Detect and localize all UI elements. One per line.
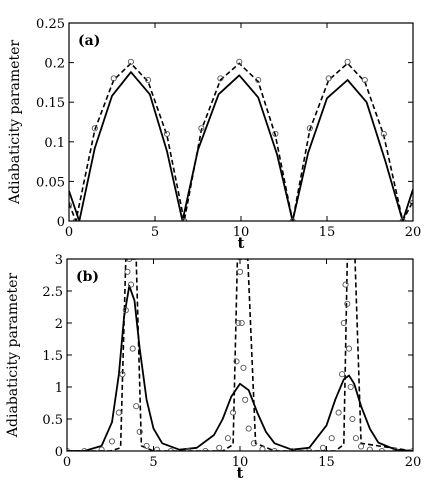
series-point (272, 130, 279, 137)
y-tick-label: 0.05 (36, 175, 65, 190)
y-axis-label: Adiabaticity parameter (5, 273, 21, 438)
series-point (145, 76, 152, 84)
x-axis-label: t (237, 464, 244, 482)
x-tick-label: 15 (318, 455, 335, 470)
series-line-dashed (67, 259, 413, 451)
series-point (126, 259, 133, 263)
y-tick-label: 0.5 (42, 413, 63, 428)
series-point (108, 438, 116, 445)
x-tick-label: 0 (65, 225, 73, 240)
y-tick-label: 2 (55, 317, 63, 332)
y-tick-label: 0.25 (36, 17, 65, 32)
series-point (306, 125, 313, 132)
series-point (124, 268, 131, 275)
series-point (216, 444, 223, 451)
series-point (98, 446, 105, 451)
plot-frame (68, 22, 414, 222)
series-point (347, 383, 354, 391)
x-tick-label: 20 (405, 455, 422, 470)
series-point (136, 428, 143, 435)
x-tick-label: 5 (149, 455, 157, 470)
series-point (344, 300, 351, 307)
series-point (328, 435, 335, 442)
series-point (380, 130, 387, 137)
y-tick-label: 1.5 (42, 349, 63, 364)
series-point (127, 58, 134, 65)
series-point (115, 409, 122, 416)
series-point (366, 446, 373, 451)
series-point (163, 130, 171, 137)
y-tick-label: 3 (55, 253, 63, 268)
y-tick-label: 0.1 (44, 136, 65, 151)
series-point (198, 125, 205, 132)
series-point (153, 446, 161, 451)
series-point (91, 125, 98, 132)
series-point (339, 371, 346, 378)
series-point (245, 425, 252, 432)
series-point (242, 396, 249, 403)
series-line-solid (67, 284, 413, 451)
series-point (358, 443, 365, 450)
series-point (110, 75, 117, 82)
series-point (133, 403, 140, 410)
series-point (319, 444, 327, 451)
panel-label: (b) (76, 269, 99, 285)
series-point (119, 371, 126, 378)
series-line-solid (69, 71, 413, 221)
series-point (344, 58, 351, 65)
series-point (127, 281, 135, 288)
series-line-dashed (69, 62, 413, 221)
series-point (224, 435, 231, 442)
y-tick-label: 0.15 (36, 96, 65, 111)
series-point (255, 76, 262, 84)
series-point (122, 307, 129, 314)
series-point (233, 358, 240, 365)
series-group (69, 58, 413, 221)
series-point (325, 75, 332, 82)
series-point (236, 268, 244, 275)
x-axis-label: t (238, 234, 245, 252)
series-group (67, 259, 413, 451)
series-point (235, 319, 242, 327)
series-point (217, 75, 224, 82)
series-point (240, 364, 247, 371)
series-point (129, 345, 136, 352)
series-point (361, 76, 368, 84)
series-point (335, 409, 342, 416)
y-tick-label: 0.2 (44, 57, 65, 72)
series-point (143, 442, 150, 449)
series-point (238, 319, 245, 327)
panel-b: 0 5 10 15 20 0 0.5 1 1.5 2 2.5 3 t Adiabaticity param… (5, 253, 421, 482)
series-point (340, 319, 347, 327)
series-point (236, 58, 243, 65)
x-tick-label: 10 (233, 225, 250, 240)
series-point (349, 415, 356, 423)
x-tick-label: 20 (405, 225, 422, 240)
x-tick-label: 15 (319, 225, 336, 240)
series-point (342, 281, 349, 288)
x-tick-label: 0 (63, 455, 71, 470)
y-tick-label: 2.5 (42, 285, 63, 300)
y-tick-label: 0 (55, 445, 63, 460)
series-point (345, 345, 353, 352)
series-point (250, 440, 257, 447)
x-tick-label: 10 (232, 455, 249, 470)
panel-a: 0 5 10 15 20 0 0.05 0.1 0.15 0.2 0.25 t Adiabaticity… (7, 17, 421, 252)
x-tick-label: 5 (151, 225, 159, 240)
series-point (230, 409, 237, 416)
y-tick-label: 1 (55, 381, 63, 396)
series-point (259, 446, 266, 451)
y-tick-label: 0 (57, 215, 65, 230)
series-point (352, 435, 359, 442)
y-axis-label: Adiabaticity parameter (7, 40, 23, 205)
panel-label: (a) (78, 33, 100, 49)
